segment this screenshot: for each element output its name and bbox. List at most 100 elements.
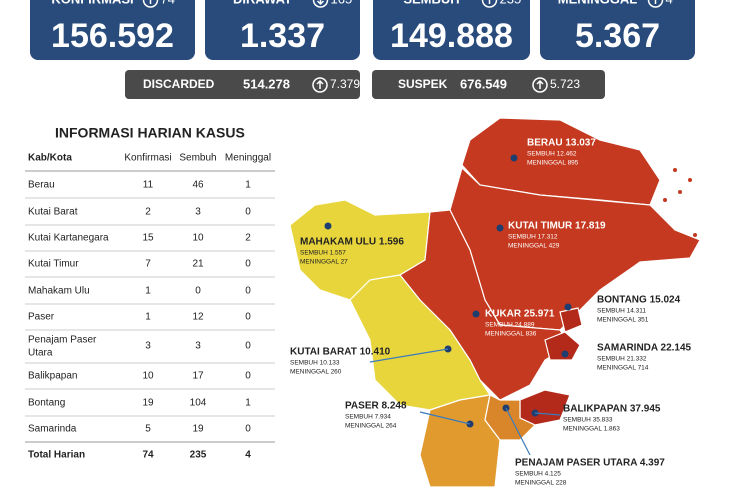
pill-value: 514.278 [243,76,290,91]
cell-value: Sembuh [179,153,216,164]
region-dot [561,350,569,358]
island [688,178,692,182]
cell-value: 2 [145,207,151,218]
stat-card [540,0,695,60]
cell-value: 104 [190,398,207,409]
stat-card [373,0,530,60]
cell-value: 11 [143,180,154,191]
card-change: 165 [331,0,353,6]
cell-name: Kutai Barat [28,207,78,218]
cell-text: Penajam Paser [28,335,97,346]
arrow-icon [647,0,664,8]
cell-value: 7 [145,259,151,270]
region-dot [324,222,332,230]
stat-card [205,0,360,60]
region-sembuh: SEMBUH 24.889 [485,322,535,329]
card-label: DIRAWAT [233,0,292,6]
cell-name: Paser [28,312,55,323]
cell-name: Mahakam Ulu [28,286,90,297]
card-label: KONFIRMASI [51,0,133,6]
region [559,307,583,333]
card-label: MENINGGAL [558,0,638,6]
cell-value: 15 [142,233,154,244]
arrow-icon [312,77,328,93]
region-sembuh: SEMBUH 14.311 [597,308,646,315]
cell-value: 0 [245,259,251,270]
cell-name: Berau [28,180,55,191]
arrow [536,79,544,89]
pill-label: DISCARDED [143,77,215,91]
region [484,394,537,441]
cell-value: 74 [142,450,154,461]
cell-value: 2 [245,233,251,244]
region-meninggal: MENINGGAL 714 [597,365,649,372]
cell-name: Kutai Kartanegara [28,233,109,244]
region-sembuh: SEMBUH 7.934 [345,414,391,421]
cell-name: Balikpapan [28,371,77,382]
region-title: PENAJAM PASER UTARA 4.397 [515,458,665,469]
leader-line [369,348,449,363]
arrow-icon [481,0,498,8]
region-meninggal: MENINGGAL 836 [485,331,537,338]
table-title: INFORMASI HARIAN KASUS [55,125,245,141]
cell-value: Meninggal [225,153,271,164]
region-sembuh: SEMBUH 1.557 [300,250,346,257]
region-dot [510,154,518,162]
cell-name: Total Harian [28,450,85,461]
region-title: BERAU 13.037 [527,138,596,149]
region-title: PASER 8.248 [345,401,407,412]
cell-value: 0 [245,341,251,352]
region-meninggal: MENINGGAL 895 [527,160,579,167]
region-title: BONTANG 15.024 [597,295,681,306]
region-meninggal: MENINGGAL 260 [290,369,342,376]
cell-value: 0 [245,286,251,297]
cell-value: 0 [245,371,251,382]
cell-value: 0 [245,424,251,435]
cell-value: 235 [190,450,207,461]
pill [125,70,360,99]
cell-value: 0 [245,312,251,323]
region-sembuh: SEMBUH 21.332 [597,356,647,363]
region-meninggal: MENINGGAL 27 [300,259,348,266]
pill-value: 676.549 [460,76,507,91]
leader-line [419,411,471,425]
region-dot [472,310,480,318]
card-change: 74 [161,0,175,6]
region-title: KUTAI TIMUR 17.819 [508,221,606,232]
cell-value: 1 [245,398,251,409]
cell-value: 1 [245,180,251,191]
card-value: 1.337 [240,17,325,55]
cell-value: 1 [145,312,151,323]
cell-value: 0 [195,286,201,297]
island [678,190,682,194]
arrow [654,0,657,4]
region-title: KUTAI BARAT 10.410 [290,347,391,358]
cell-value: 3 [145,341,151,352]
region-meninggal: MENINGGAL 351 [597,317,649,324]
card-change: 235 [500,0,522,6]
cell-value: 1 [145,286,151,297]
region-sembuh: SEMBUH 12.462 [527,151,577,158]
cell-value: 3 [195,207,201,218]
region-meninggal: MENINGGAL 1.863 [563,426,620,433]
cell-value: Konfirmasi [124,153,171,164]
region-sembuh: SEMBUH 35.833 [563,417,613,424]
pill [372,70,605,99]
cell-value: 10 [142,371,154,382]
region-title: BALIKPAPAN 37.945 [563,404,661,415]
cell-value: 4 [245,450,251,461]
cell-value: 17 [192,371,204,382]
cell-value: 19 [192,424,204,435]
region-meninggal: MENINGGAL 264 [345,423,397,430]
region-title: MAHAKAM ULU 1.596 [300,237,404,248]
card-value: 149.888 [390,17,513,55]
cell-name: Kab/Kota [28,153,72,164]
region-sembuh: SEMBUH 4.125 [515,471,561,478]
arrow [488,0,491,4]
cell-value: 3 [195,341,201,352]
arrow [149,0,152,4]
pill-change: 7.379 [330,77,360,91]
cell-name: Samarinda [28,424,77,435]
card-change: 4 [666,0,673,6]
pill-label: SUSPEK [398,77,448,91]
